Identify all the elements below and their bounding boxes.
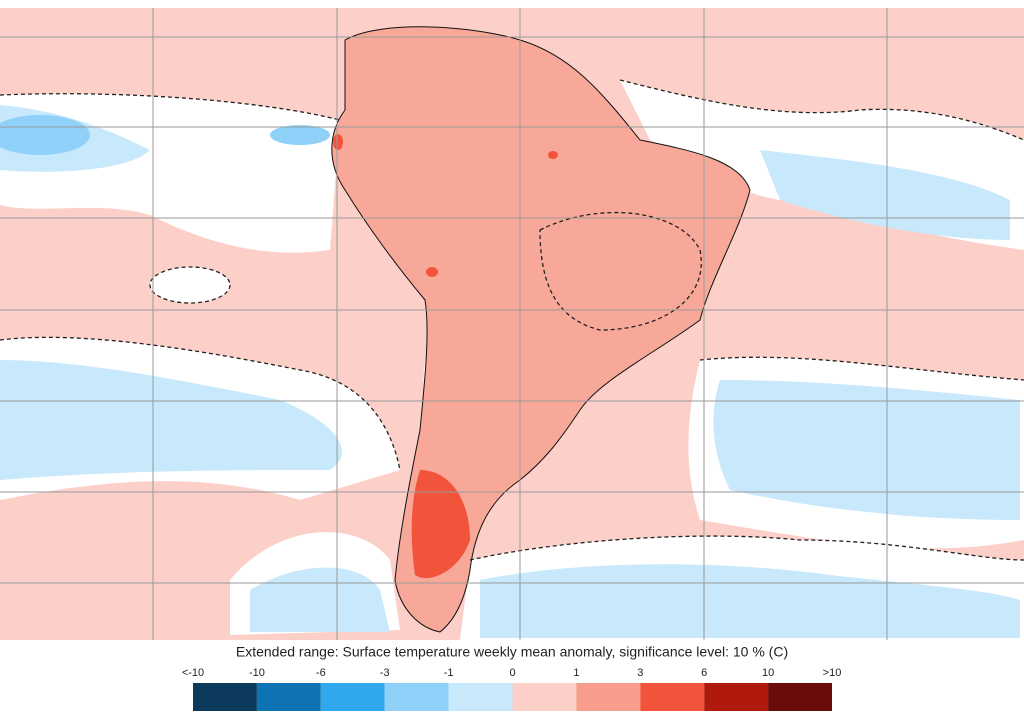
colorbar-swatch bbox=[320, 683, 385, 711]
colorbar: <-10 -10 -6 -3 -1 0 1 3 6 10 >10 bbox=[182, 667, 842, 711]
colorbar-label: -3 bbox=[380, 667, 390, 679]
colorbar-label: 3 bbox=[637, 667, 643, 679]
graticule bbox=[0, 8, 1024, 640]
colorbar-label: <-10 bbox=[182, 667, 204, 679]
colorbar-label: 10 bbox=[762, 667, 774, 679]
colorbar-swatch bbox=[704, 683, 769, 711]
colorbar-swatch bbox=[448, 683, 513, 711]
colorbar-label: -6 bbox=[316, 667, 326, 679]
map bbox=[0, 8, 1024, 640]
colorbar-swatch bbox=[576, 683, 641, 711]
colorbar-label: -1 bbox=[444, 667, 454, 679]
colorbar-label: >10 bbox=[823, 667, 842, 679]
hot-regions bbox=[333, 134, 558, 579]
colorbar-label: -10 bbox=[249, 667, 265, 679]
colorbar-swatch bbox=[384, 683, 449, 711]
colorbar-swatch bbox=[512, 683, 577, 711]
colorbar-swatch bbox=[193, 683, 257, 711]
colorbar-swatch bbox=[640, 683, 705, 711]
colorbar-swatch bbox=[768, 683, 832, 711]
colorbar-label: 1 bbox=[573, 667, 579, 679]
colorbar-label: 6 bbox=[701, 667, 707, 679]
coastline bbox=[331, 26, 751, 633]
caption: Extended range: Surface temperature week… bbox=[236, 644, 788, 660]
colorbar-swatch bbox=[256, 683, 321, 711]
colorbar-label: 0 bbox=[509, 667, 515, 679]
